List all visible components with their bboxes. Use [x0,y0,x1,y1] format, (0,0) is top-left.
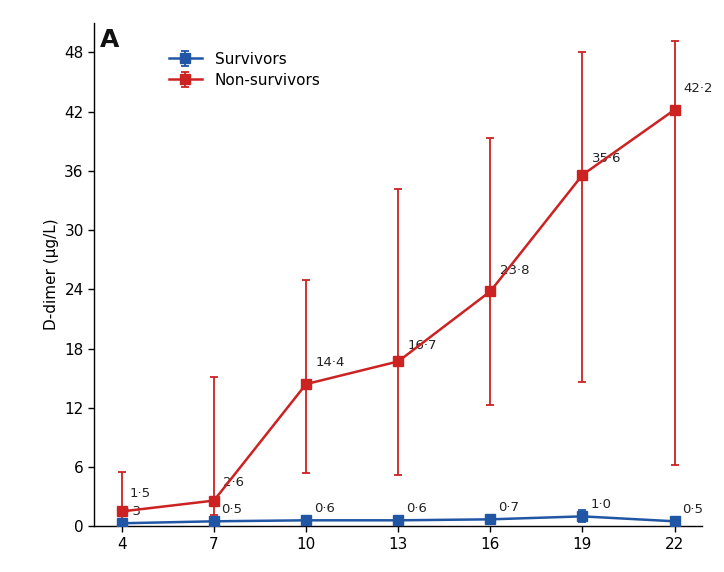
Text: 0·6: 0·6 [406,502,426,515]
Text: 2·6: 2·6 [223,476,244,488]
Text: 0·5: 0·5 [682,503,703,517]
Text: 23·8: 23·8 [500,264,529,276]
Text: 0·6: 0·6 [313,502,334,515]
Legend: Survivors, Non-survivors: Survivors, Non-survivors [163,46,327,94]
Text: 0·3: 0·3 [120,505,141,518]
Text: 1·0: 1·0 [590,498,611,511]
Text: A: A [100,28,119,52]
Text: 0·5: 0·5 [222,503,243,517]
Text: 1·5: 1·5 [130,487,151,499]
Text: 0·7: 0·7 [498,502,519,514]
Text: 35·6: 35·6 [592,152,621,165]
Text: 16·7: 16·7 [408,339,437,352]
Text: 42·2: 42·2 [684,82,713,95]
Text: 14·4: 14·4 [315,356,345,370]
Y-axis label: D-dimer (μg/L): D-dimer (μg/L) [43,219,59,331]
